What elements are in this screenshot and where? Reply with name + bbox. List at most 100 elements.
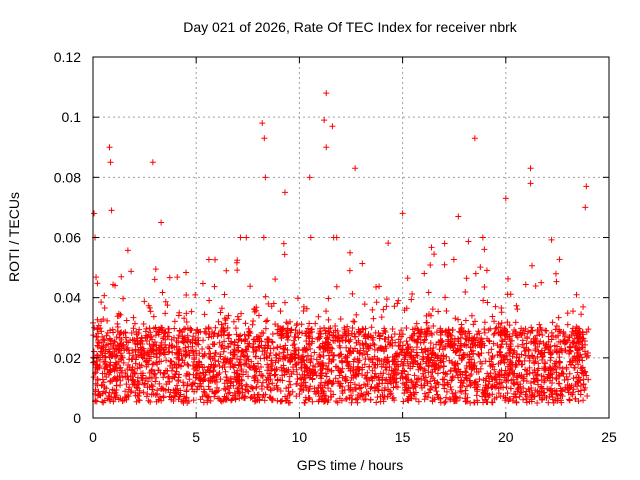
data-point: [487, 370, 494, 377]
data-point: [468, 312, 475, 319]
data-point: [420, 373, 427, 380]
data-point: [107, 159, 114, 166]
data-point: [220, 359, 227, 366]
data-point: [489, 391, 496, 398]
data-point: [580, 303, 587, 310]
data-point: [188, 308, 195, 315]
data-point: [441, 385, 448, 392]
data-point: [506, 361, 513, 368]
data-point: [429, 306, 436, 313]
data-point: [507, 357, 514, 364]
data-point: [548, 329, 555, 336]
data-point: [531, 338, 538, 345]
data-point: [553, 323, 560, 330]
data-point: [548, 236, 555, 243]
data-point: [449, 360, 456, 367]
data-point: [527, 339, 534, 346]
data-point: [431, 251, 438, 258]
data-point: [497, 393, 504, 400]
data-point: [449, 326, 456, 333]
data-point: [221, 315, 228, 322]
data-point: [445, 336, 452, 343]
data-point: [318, 396, 325, 403]
data-point: [131, 336, 138, 343]
data-point: [123, 381, 130, 388]
data-point: [516, 358, 523, 365]
data-point: [145, 331, 152, 338]
data-point: [201, 389, 208, 396]
data-point: [328, 380, 335, 387]
data-point: [246, 329, 253, 336]
data-point: [243, 234, 250, 241]
data-point: [566, 397, 573, 404]
data-point: [543, 327, 550, 334]
data-point: [549, 379, 556, 386]
data-point: [442, 370, 449, 377]
data-point: [190, 333, 197, 340]
data-point: [223, 267, 230, 274]
data-point: [461, 341, 468, 348]
data-point: [272, 351, 279, 358]
data-point: [378, 363, 385, 370]
data-point: [128, 367, 135, 374]
data-point: [222, 355, 229, 362]
data-point: [193, 352, 200, 359]
data-point: [539, 331, 546, 338]
data-point: [151, 371, 158, 378]
data-point: [352, 386, 359, 393]
data-point: [132, 356, 139, 363]
data-point: [530, 375, 537, 382]
data-point: [351, 356, 358, 363]
data-point: [401, 307, 408, 314]
data-point: [183, 370, 190, 377]
data-point: [356, 367, 363, 374]
data-point: [517, 381, 524, 388]
data-point: [575, 398, 582, 405]
data-point: [394, 300, 401, 307]
data-point: [489, 313, 496, 320]
y-tick-label: 0.06: [54, 230, 81, 246]
data-point: [262, 293, 269, 300]
data-point: [146, 355, 153, 362]
data-point: [281, 189, 288, 196]
data-point: [412, 395, 419, 402]
data-point: [423, 328, 430, 335]
data-point: [98, 328, 105, 335]
data-point: [131, 379, 138, 386]
data-point: [522, 325, 529, 332]
data-point: [147, 345, 154, 352]
data-point: [266, 381, 273, 388]
data-point: [166, 348, 173, 355]
data-point: [413, 344, 420, 351]
data-point: [324, 366, 331, 373]
data-point: [97, 325, 104, 332]
data-point: [184, 361, 191, 368]
data-point: [549, 394, 556, 401]
data-point: [118, 353, 125, 360]
data-point: [446, 342, 453, 349]
data-point: [481, 246, 488, 253]
data-point: [269, 339, 276, 346]
data-point: [422, 367, 429, 374]
data-point: [356, 357, 363, 364]
data-point: [554, 332, 561, 339]
data-point: [300, 303, 307, 310]
data-point: [411, 383, 418, 390]
data-point: [330, 234, 337, 241]
data-point: [147, 329, 154, 336]
data-point: [282, 354, 289, 361]
data-point: [356, 385, 363, 392]
data-point: [95, 322, 102, 329]
data-point: [164, 367, 171, 374]
data-point: [569, 389, 576, 396]
data-point: [124, 391, 131, 398]
data-point: [557, 391, 564, 398]
data-point: [534, 353, 541, 360]
data-point: [241, 331, 248, 338]
data-point: [192, 291, 199, 298]
data-point: [502, 195, 509, 202]
data-point: [563, 365, 570, 372]
data-point: [421, 366, 428, 373]
data-point: [152, 392, 159, 399]
data-point: [583, 353, 590, 360]
